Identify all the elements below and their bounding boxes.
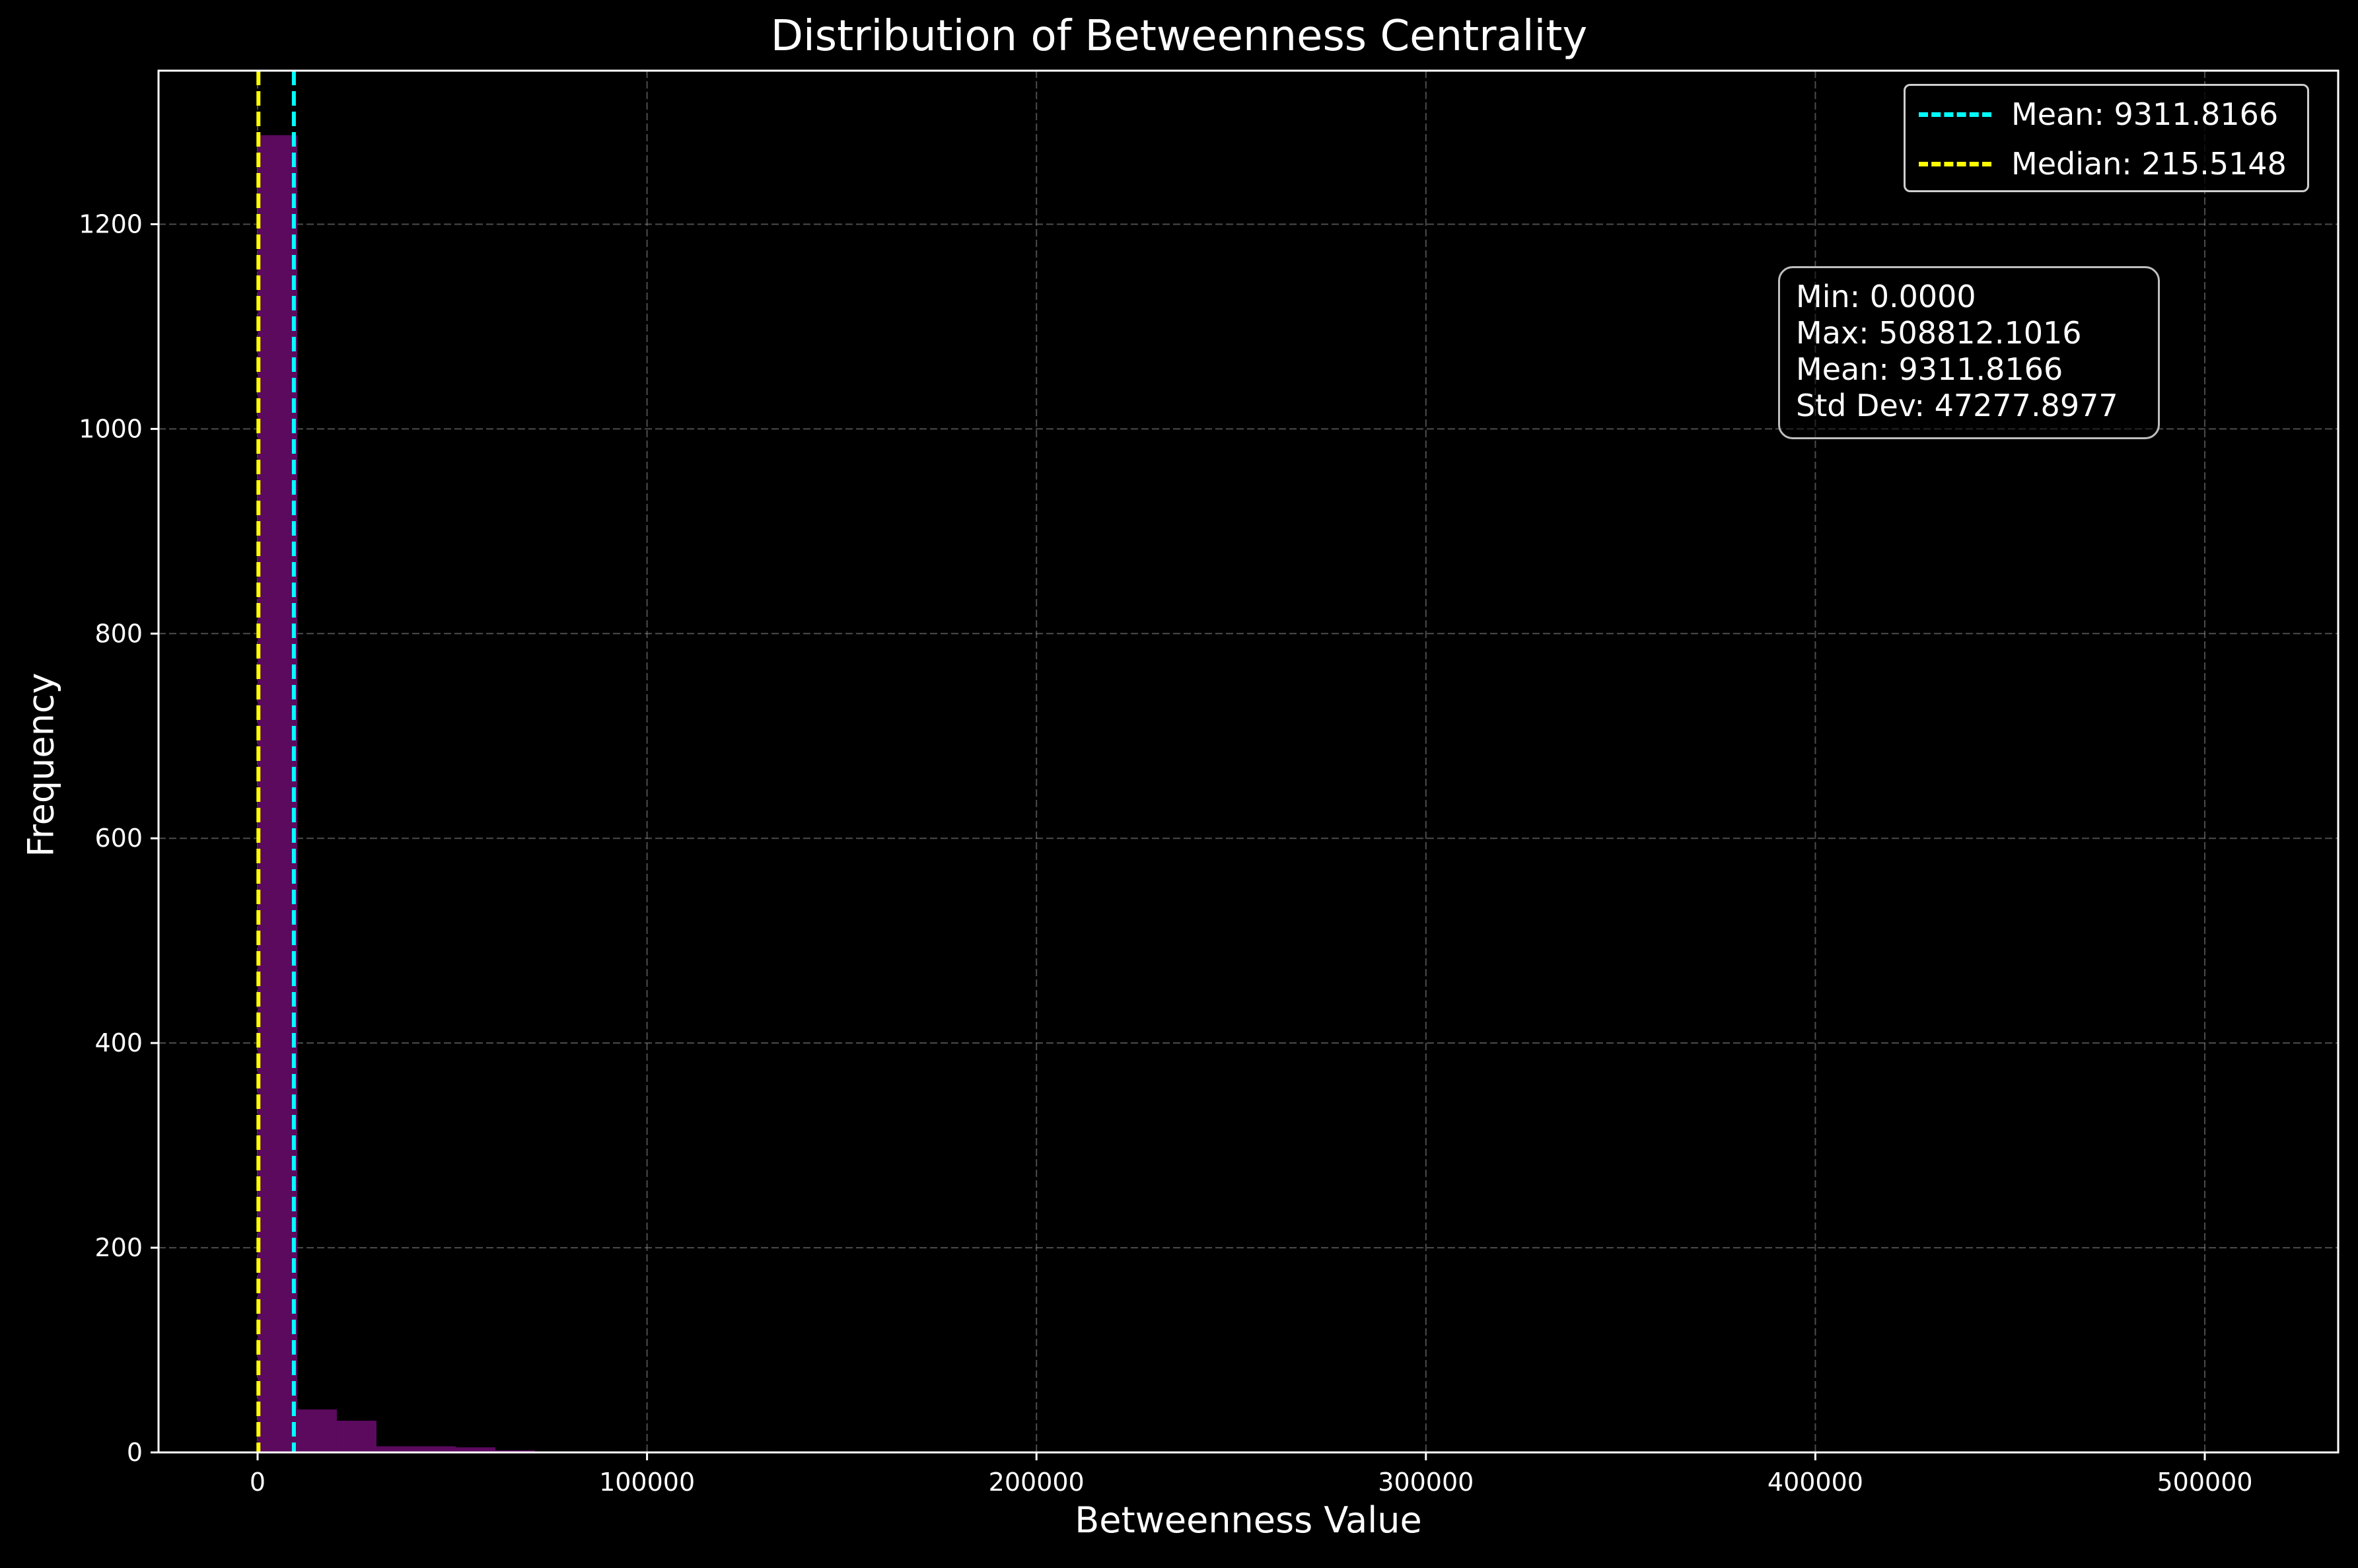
- stats-annotation: Min: 0.0000 Max: 508812.1016 Mean: 9311.…: [1778, 266, 2160, 439]
- y-tick-label: 200: [94, 1233, 143, 1262]
- y-tick-label: 0: [127, 1438, 143, 1467]
- histogram-bars: [257, 135, 2239, 1453]
- x-tick-label: 0: [250, 1468, 266, 1497]
- histogram-bar: [495, 1450, 535, 1452]
- histogram-bar: [257, 135, 297, 1452]
- legend-label-median: Median: 215.5148: [2011, 146, 2287, 182]
- x-axis-label: Betweenness Value: [1075, 1499, 1422, 1541]
- x-tick-label: 300000: [1378, 1468, 1474, 1497]
- reference-lines: [256, 71, 296, 1452]
- y-tick-label: 400: [94, 1028, 143, 1057]
- chart-title: Distribution of Betweenness Centrality: [770, 12, 1588, 61]
- stats-mean: Mean: 9311.8166: [1796, 351, 2063, 387]
- plot-frame: [157, 69, 2340, 1454]
- stats-max: Max: 508812.1016: [1796, 315, 2082, 351]
- stats-std-dev: Std Dev: 47277.8977: [1796, 388, 2118, 423]
- legend-item-median: Median: 215.5148: [1919, 144, 2287, 184]
- x-tick-label: 100000: [599, 1468, 695, 1497]
- histogram-bar: [455, 1447, 495, 1452]
- histogram-bar: [336, 1420, 376, 1452]
- y-axis-label: Frequency: [20, 672, 62, 857]
- legend: Mean: 9311.8166 Median: 215.5148: [1904, 84, 2309, 192]
- axis-ticks: 0 100000 200000 300000 400000 500000 0 200 400 60…: [79, 209, 2252, 1497]
- x-tick-label: 400000: [1768, 1468, 1863, 1497]
- histogram-bar: [376, 1446, 416, 1452]
- x-tick-label: 500000: [2157, 1468, 2253, 1497]
- stats-min: Min: 0.0000: [1796, 279, 1976, 314]
- histogram-bar: [297, 1409, 337, 1452]
- histogram-bar: [415, 1446, 456, 1452]
- legend-swatch-median: [1919, 161, 1991, 166]
- legend-label-mean: Mean: 9311.8166: [2011, 96, 2279, 132]
- y-tick-label: 1200: [79, 209, 143, 238]
- y-tick-label: 1000: [79, 414, 143, 443]
- x-tick-label: 200000: [989, 1468, 1085, 1497]
- y-tick-label: 600: [94, 824, 143, 853]
- y-tick-label: 800: [94, 619, 143, 648]
- legend-swatch-mean: [1919, 112, 1991, 117]
- legend-item-mean: Mean: 9311.8166: [1919, 94, 2278, 134]
